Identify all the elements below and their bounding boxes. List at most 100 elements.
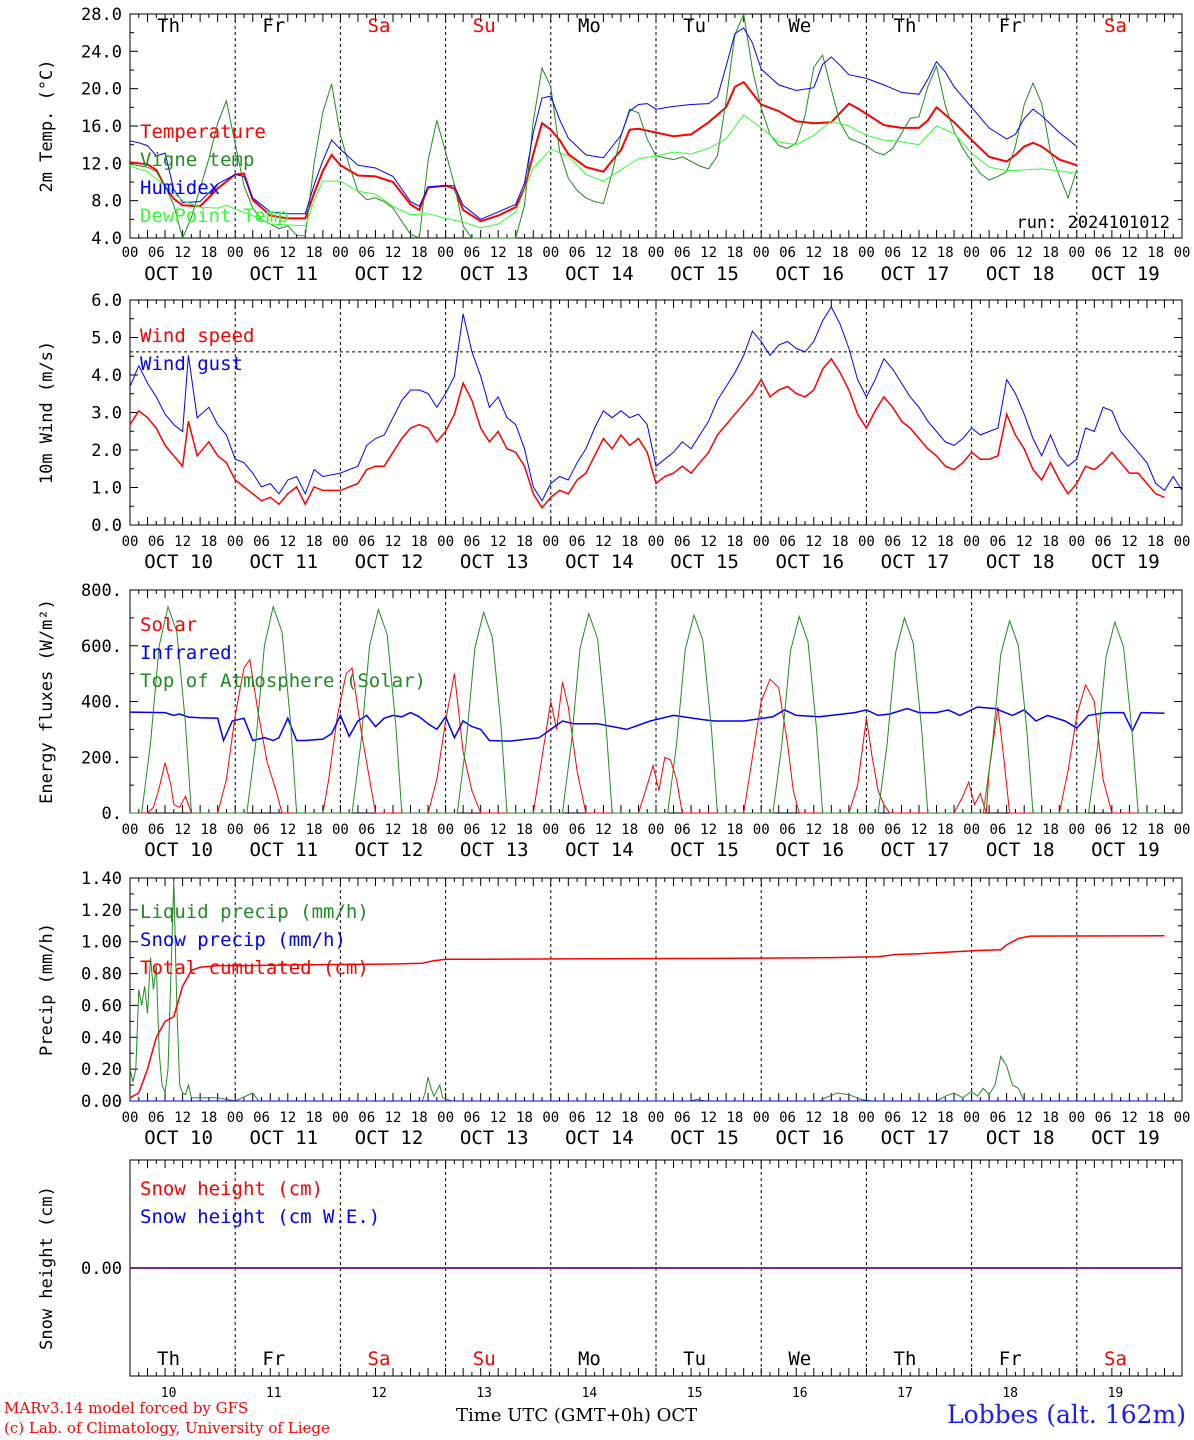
hour-tick-label: 06 [569, 245, 586, 261]
date-label: OCT 15 [670, 839, 739, 861]
hour-tick-label: 00 [122, 534, 139, 550]
series-line-total-cumulated-cm [129, 935, 1165, 1099]
y-axis-label: Energy fluxes (W/m²) [37, 599, 57, 804]
panel-4: 0.00 0.20 0.40 0.60 0.80 1.00 1.20 1.40 Precip (… [37, 869, 1190, 1149]
date-label: OCT 18 [986, 839, 1055, 861]
hour-tick-label: 06 [148, 1110, 165, 1126]
day-number: 15 [687, 1386, 703, 1401]
day-number: 13 [476, 1386, 492, 1401]
hour-tick-label: 06 [884, 822, 901, 838]
series-line-temperature [129, 80, 1078, 223]
hour-tick-label: 18 [1042, 534, 1059, 550]
legend-entry: Wind gust [140, 353, 243, 375]
hour-tick-label: 06 [1095, 1110, 1112, 1126]
hour-tick-label: 18 [306, 534, 323, 550]
day-name-top: Th [894, 15, 917, 37]
date-label: OCT 10 [144, 551, 213, 573]
day-name-bottom: Sa [1104, 1348, 1127, 1370]
hour-tick-label: 12 [595, 1110, 612, 1126]
hour-tick-label: 00 [122, 822, 139, 838]
hour-tick-label: 18 [937, 822, 954, 838]
y-tick-label: 1.0 [91, 479, 122, 499]
date-label: OCT 17 [881, 1127, 950, 1149]
hour-tick-label: 12 [174, 245, 191, 261]
date-label: OCT 12 [355, 839, 424, 861]
panel-2: 0.0 1.0 2.0 3.0 4.0 5.0 6.0 10m Wind (m/s) Wind … [37, 291, 1190, 573]
day-number: 18 [1002, 1386, 1018, 1401]
hour-tick-label: 18 [516, 534, 533, 550]
y-tick-label: 24.0 [81, 42, 122, 62]
x-axis-title: Time UTC (GMT+0h) OCT [456, 1405, 697, 1426]
date-label: OCT 17 [881, 551, 950, 573]
hour-tick-label: 12 [490, 1110, 507, 1126]
hour-tick-label: 06 [674, 534, 691, 550]
hour-tick-label: 12 [595, 822, 612, 838]
hour-tick-label: 12 [1121, 1110, 1138, 1126]
hour-tick-label: 12 [174, 1110, 191, 1126]
y-tick-label: 0.0 [91, 516, 122, 536]
y-tick-label: 4.0 [91, 229, 122, 249]
hour-tick-label: 18 [937, 1110, 954, 1126]
date-label: OCT 15 [670, 551, 739, 573]
hour-tick-label: 18 [411, 1110, 428, 1126]
y-tick-label: 0.00 [81, 1092, 122, 1112]
y-tick-label: 4.0 [91, 366, 122, 386]
y-tick-label: 6.0 [91, 291, 122, 311]
y-tick-label: 5.0 [91, 329, 122, 349]
legend-entry: Infrared [140, 642, 232, 664]
hour-tick-label: 06 [779, 1110, 796, 1126]
day-number: 16 [792, 1386, 808, 1401]
hour-tick-label: 06 [253, 534, 270, 550]
hour-tick-label: 00 [1174, 534, 1191, 550]
hour-tick-label: 00 [858, 245, 875, 261]
legend-entry: Snow precip (mm/h) [140, 929, 346, 951]
hour-tick-label: 00 [963, 822, 980, 838]
hour-tick-label: 12 [700, 822, 717, 838]
y-tick-label: 28.0 [81, 5, 122, 25]
day-name-top: We [788, 15, 811, 37]
hour-tick-label: 06 [989, 1110, 1006, 1126]
hour-tick-label: 12 [911, 1110, 928, 1126]
panel-3: 0. 200. 400. 600. 800. Energy fluxes (W/m²) So… [37, 581, 1190, 861]
hour-tick-label: 18 [516, 245, 533, 261]
legend-entry: Vigne temp [140, 149, 254, 171]
legend-entry: Temperature [140, 121, 266, 143]
hour-tick-label: 06 [989, 245, 1006, 261]
legend-entry: DewPoint Temp [140, 205, 289, 227]
series-line-humidex [129, 27, 1078, 220]
hour-tick-label: 00 [963, 534, 980, 550]
day-number: 17 [897, 1386, 913, 1401]
hour-tick-label: 18 [621, 245, 638, 261]
y-tick-label: 0.60 [81, 996, 122, 1016]
hour-tick-label: 00 [542, 1110, 559, 1126]
hour-tick-label: 00 [332, 245, 349, 261]
hour-tick-label: 18 [1147, 822, 1164, 838]
day-name-bottom: Sa [368, 1348, 391, 1370]
hour-tick-label: 00 [437, 245, 454, 261]
day-name-bottom: We [788, 1348, 811, 1370]
hour-tick-label: 00 [332, 534, 349, 550]
hour-tick-label: 18 [516, 1110, 533, 1126]
hour-tick-label: 12 [805, 534, 822, 550]
series-line-dewpoint-temp [129, 114, 1077, 229]
hour-tick-label: 06 [358, 245, 375, 261]
day-name-top: Sa [1104, 15, 1127, 37]
hour-tick-label: 18 [726, 1110, 743, 1126]
hour-tick-label: 18 [411, 822, 428, 838]
hour-tick-label: 00 [437, 534, 454, 550]
hour-tick-label: 18 [1147, 245, 1164, 261]
hour-tick-label: 06 [148, 534, 165, 550]
legend-entry: Solar [140, 614, 197, 636]
date-label: OCT 11 [249, 1127, 318, 1149]
day-name-bottom: Tu [683, 1348, 706, 1370]
y-tick-label: 200. [81, 748, 122, 768]
hour-tick-label: 12 [385, 822, 402, 838]
credits: MARv3.14 model forced by GFS (c) Lab. of… [4, 1398, 330, 1438]
hour-tick-label: 06 [779, 534, 796, 550]
hour-tick-label: 06 [779, 822, 796, 838]
lab-credit: (c) Lab. of Climatology, University of L… [4, 1419, 330, 1437]
date-label: OCT 14 [565, 839, 634, 861]
panel-1: 4.0 8.0 12.0 16.0 20.0 24.0 28.0 2m Temp. (°C) T… [37, 5, 1190, 285]
day-number: 14 [582, 1386, 598, 1401]
hour-tick-label: 06 [989, 822, 1006, 838]
